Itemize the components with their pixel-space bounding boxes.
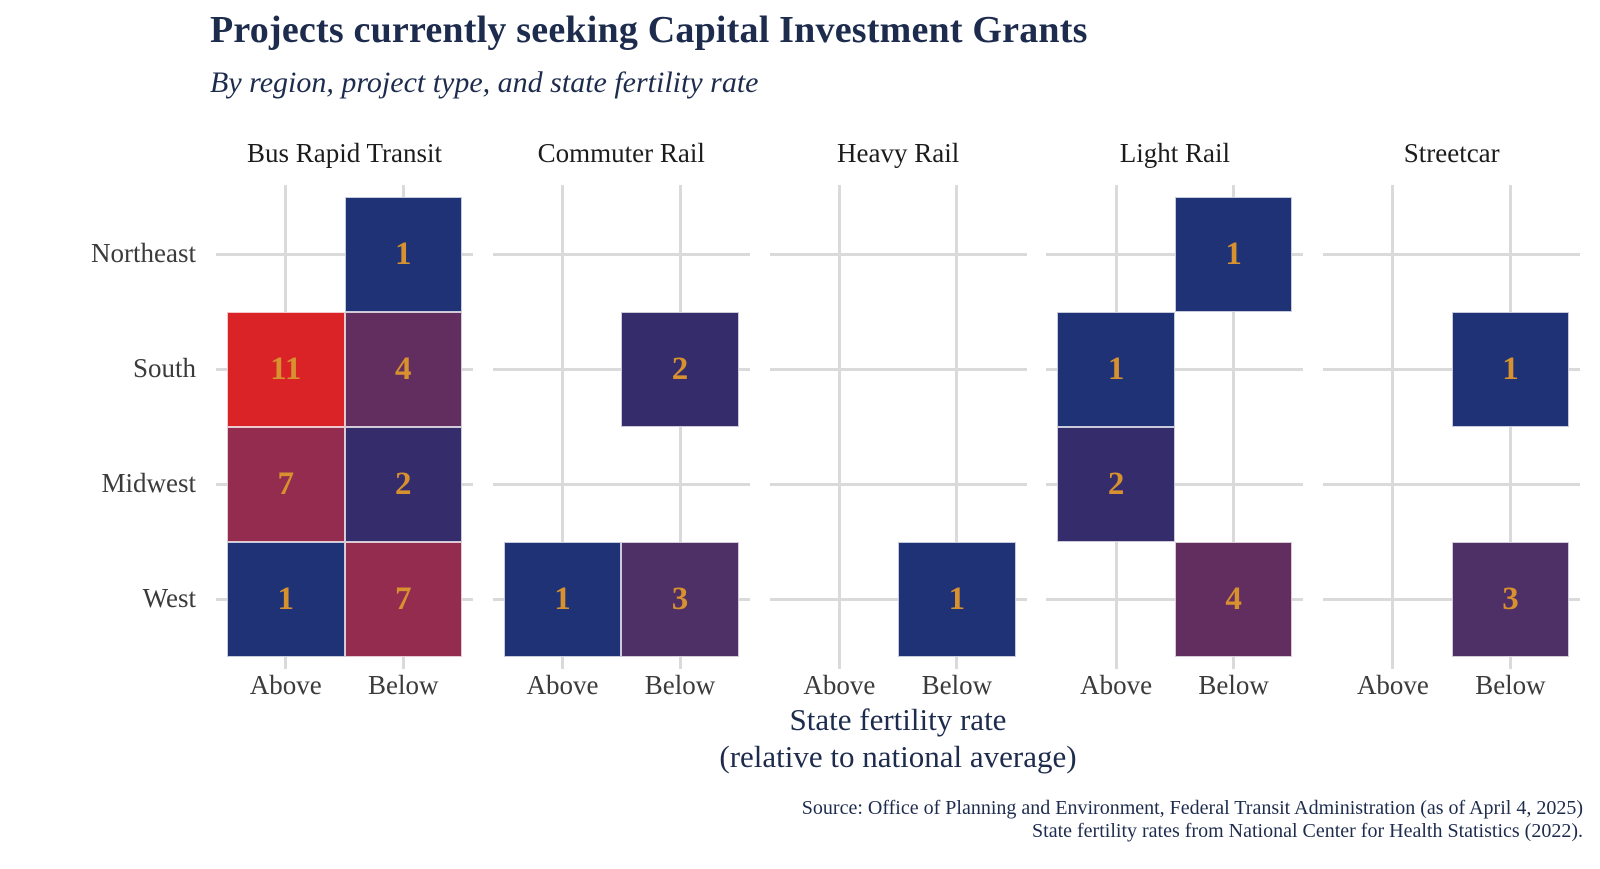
- tile-count-label: 2: [671, 351, 689, 387]
- facet-panel-bus-rapid-transit: 1 11 4 7 2 1 7: [216, 185, 473, 669]
- tile-count-label: 7: [395, 581, 412, 617]
- source-caption: Source: Office of Planning and Environme…: [802, 797, 1583, 843]
- heatmap-tile-bus-rapid-transit-midwest-below: 2: [344, 427, 462, 542]
- gridline-vertical: [678, 185, 682, 669]
- tile-count-label: 1: [1225, 236, 1242, 272]
- gridline-horizontal: [769, 483, 1027, 486]
- facet-title-commuter-rail: Commuter Rail: [537, 138, 705, 168]
- tile-count-label: 4: [1225, 581, 1242, 617]
- heatmap-tile-heavy-rail-west-below: 1: [898, 542, 1016, 657]
- x-tick-label-streetcar-below: Below: [1475, 670, 1546, 700]
- heatmap-tile-bus-rapid-transit-south-below: 4: [344, 312, 462, 427]
- chart-subtitle: By region, project type, and state ferti…: [210, 66, 759, 99]
- gridline-vertical: [955, 185, 959, 669]
- x-axis-title-line2: (relative to national average): [719, 739, 1077, 774]
- tile-count-label: 2: [1107, 466, 1125, 502]
- gridline-vertical: [1391, 185, 1395, 669]
- x-tick-label-light-rail-above: Above: [1080, 670, 1153, 700]
- tile-count-label: 1: [395, 236, 412, 272]
- tile-count-label: 4: [395, 351, 412, 387]
- tile-count-label: 11: [270, 351, 302, 387]
- tile-count-label: 1: [277, 581, 295, 617]
- heatmap-tile-light-rail-south-above: 1: [1057, 312, 1175, 427]
- gridline-horizontal: [1323, 483, 1581, 486]
- gridline-horizontal: [492, 483, 750, 486]
- facet-title-heavy-rail: Heavy Rail: [836, 138, 960, 168]
- heatmap-tile-streetcar-west-below: 3: [1451, 542, 1570, 657]
- gridline-horizontal: [1046, 483, 1304, 486]
- heatmap-tile-bus-rapid-transit-west-below: 7: [344, 542, 462, 657]
- gridline-vertical: [1232, 185, 1236, 669]
- gridline-horizontal: [1046, 368, 1304, 371]
- y-axis-label-northeast: Northeast: [91, 237, 196, 268]
- gridline-horizontal: [1323, 253, 1581, 256]
- facet-title-streetcar: Streetcar: [1403, 138, 1500, 168]
- tile-count-label: 2: [395, 466, 412, 502]
- x-tick-label-heavy-rail-below: Below: [921, 670, 993, 700]
- heatmap-tile-light-rail-west-below: 4: [1174, 542, 1293, 657]
- gridline-vertical: [1508, 185, 1512, 669]
- gridline-vertical: [561, 185, 565, 669]
- x-tick-label-bus-rapid-transit-above: Above: [249, 670, 322, 700]
- x-tick-label-light-rail-below: Below: [1198, 670, 1269, 700]
- tile-count-label: 1: [948, 581, 966, 617]
- facet-panel-light-rail: 1 1 2 4: [1046, 185, 1304, 669]
- x-axis-title-line1: State fertility rate: [789, 702, 1007, 737]
- source-caption-line2: State fertility rates from National Cent…: [1032, 820, 1583, 842]
- gridline-horizontal: [769, 368, 1027, 371]
- heatmap-tile-commuter-rail-west-below: 3: [621, 542, 739, 657]
- gridline-vertical: [837, 185, 841, 669]
- tile-count-label: 1: [1502, 351, 1519, 387]
- x-tick-label-bus-rapid-transit-below: Below: [368, 670, 439, 700]
- heatmap-tile-streetcar-south-below: 1: [1451, 312, 1570, 427]
- gridline-horizontal: [492, 253, 750, 256]
- facet-title-light-rail: Light Rail: [1119, 138, 1231, 168]
- heatmap-tile-bus-rapid-transit-midwest-above: 7: [227, 427, 345, 542]
- x-tick-label-heavy-rail-above: Above: [803, 670, 876, 700]
- heatmap-tile-commuter-rail-south-below: 2: [621, 312, 739, 427]
- heatmap-tile-commuter-rail-west-above: 1: [503, 542, 622, 657]
- heatmap-tile-bus-rapid-transit-northeast-below: 1: [344, 197, 462, 312]
- facet-panel-heavy-rail: 1: [769, 185, 1027, 669]
- y-axis-label-south: South: [132, 352, 196, 383]
- tile-count-label: 3: [671, 581, 689, 617]
- facet-title-bus-rapid-transit: Bus Rapid Transit: [246, 138, 443, 168]
- chart-title: Projects currently seeking Capital Inves…: [210, 9, 1088, 51]
- heatmap-tile-light-rail-northeast-below: 1: [1174, 197, 1293, 312]
- heatmap-tile-light-rail-midwest-above: 2: [1057, 427, 1175, 542]
- tile-count-label: 7: [277, 466, 295, 502]
- x-axis-title: State fertility rate (relative to nation…: [298, 701, 1498, 775]
- gridline-horizontal: [769, 253, 1027, 256]
- heatmap-tile-bus-rapid-transit-south-above: 11: [227, 312, 345, 427]
- tile-count-label: 1: [1107, 351, 1125, 387]
- y-axis-label-midwest: Midwest: [101, 467, 197, 498]
- source-caption-line1: Source: Office of Planning and Environme…: [801, 797, 1583, 819]
- tile-count-label: 3: [1502, 581, 1519, 617]
- x-tick-label-streetcar-above: Above: [1356, 670, 1429, 700]
- y-axis-label-west: West: [142, 582, 196, 613]
- tile-count-label: 1: [554, 581, 571, 617]
- x-tick-label-commuter-rail-below: Below: [644, 670, 716, 700]
- x-tick-label-commuter-rail-above: Above: [526, 670, 599, 700]
- facet-panel-commuter-rail: 2 1 3: [492, 185, 750, 669]
- heatmap-tile-bus-rapid-transit-west-above: 1: [227, 542, 345, 657]
